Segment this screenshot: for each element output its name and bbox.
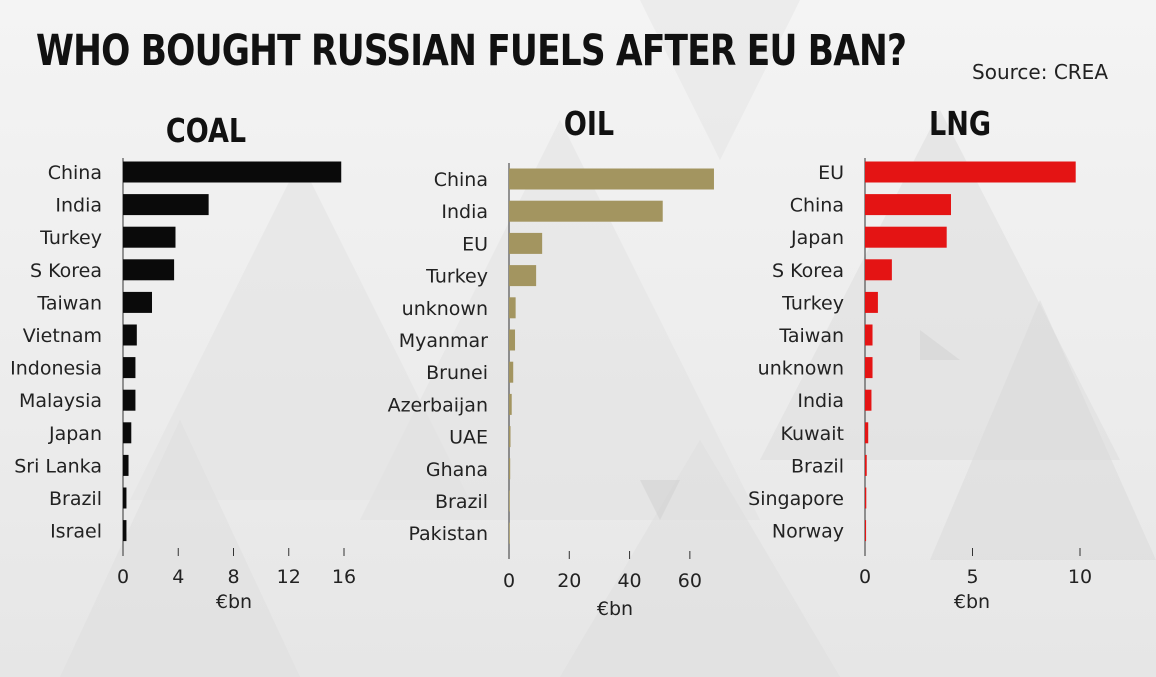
coal-x-axis-label: €bn	[216, 591, 252, 613]
lng-bar-eu	[865, 161, 1076, 183]
lng-bar-taiwan	[865, 324, 873, 346]
oil-bar-myanmar	[509, 329, 516, 351]
lng-bar-china	[865, 194, 951, 216]
oil-category-label: Brunei	[426, 362, 488, 384]
oil-category-label: unknown	[402, 298, 488, 320]
oil-bar-brunei	[509, 361, 514, 383]
oil-category-label: Azerbaijan	[388, 394, 488, 416]
oil-tick-label: 60	[678, 570, 702, 592]
oil-bar-ghana	[509, 458, 511, 480]
oil-category-label: UAE	[449, 427, 488, 449]
coal-bar-brazil	[123, 487, 127, 509]
lng-category-label: EU	[818, 162, 844, 184]
lng-category-label: Kuwait	[781, 423, 844, 445]
oil-chart: OIL China India EU Turkey unknown Myanmar Brune…	[388, 105, 714, 620]
lng-category-label: Norway	[772, 521, 844, 543]
lng-tick-label: 10	[1068, 566, 1092, 588]
oil-category-label: Ghana	[426, 459, 488, 481]
coal-category-label: India	[55, 195, 102, 217]
lng-category-label: Japan	[790, 227, 844, 249]
coal-tick-label: 0	[117, 566, 129, 588]
coal-chart: COAL China India Turkey S Korea Taiwan Vietnam…	[10, 112, 356, 613]
lng-category-label: S Korea	[772, 260, 844, 282]
lng-x-axis-label: €bn	[954, 591, 990, 613]
oil-bar-india	[509, 200, 663, 222]
coal-bar-s-korea	[123, 259, 175, 281]
oil-tick-label: 20	[557, 570, 581, 592]
oil-x-axis-label: €bn	[597, 598, 633, 620]
coal-bar-india	[123, 194, 209, 216]
coal-title: COAL	[166, 112, 246, 150]
oil-category-label: Turkey	[425, 266, 488, 288]
lng-bar-kuwait	[865, 422, 869, 444]
oil-bar-azerbaijan	[509, 393, 512, 415]
lng-category-label: unknown	[758, 358, 844, 380]
coal-bar-japan	[123, 422, 132, 444]
oil-category-label: Myanmar	[399, 330, 488, 352]
page-title: WHO BOUGHT RUSSIAN FUELS AFTER EU BAN?	[36, 26, 907, 76]
lng-category-label: China	[790, 195, 844, 217]
lng-tick-label: 0	[859, 566, 871, 588]
oil-tick-label: 40	[617, 570, 641, 592]
coal-category-label: China	[48, 162, 102, 184]
coal-category-label: Sri Lanka	[14, 455, 102, 477]
coal-category-label: Vietnam	[23, 325, 102, 347]
coal-bar-vietnam	[123, 324, 137, 346]
coal-category-label: Indonesia	[10, 358, 102, 380]
oil-category-label: China	[434, 169, 488, 191]
coal-tick-label: 16	[332, 566, 356, 588]
oil-bar-unknown	[509, 297, 516, 319]
coal-bar-sri-lanka	[123, 454, 129, 476]
lng-category-label: Turkey	[781, 292, 844, 314]
lng-bar-unknown	[865, 357, 873, 379]
lng-chart: LNG EU China Japan S Korea Turkey Taiwan unknow…	[748, 105, 1092, 613]
oil-category-label: India	[441, 201, 488, 223]
lng-bar-brazil	[865, 454, 867, 476]
coal-tick-label: 8	[227, 566, 239, 588]
coal-category-label: Taiwan	[36, 292, 102, 314]
lng-category-label: Brazil	[791, 455, 844, 477]
oil-title: OIL	[564, 105, 614, 143]
oil-bar-pakistan	[509, 522, 510, 544]
source-note: Source: CREA	[972, 60, 1108, 84]
coal-category-label: S Korea	[30, 260, 102, 282]
coal-bar-china	[123, 161, 342, 183]
lng-bar-norway	[865, 520, 867, 542]
lng-bar-india	[865, 389, 872, 411]
oil-bar-uae	[509, 426, 511, 448]
coal-category-label: Israel	[50, 521, 102, 543]
oil-category-label: Pakistan	[408, 523, 488, 545]
oil-bar-turkey	[509, 265, 537, 287]
coal-bar-malaysia	[123, 389, 136, 411]
coal-category-label: Japan	[48, 423, 102, 445]
lng-bar-s-korea	[865, 259, 892, 281]
lng-title: LNG	[929, 105, 991, 143]
lng-category-label: Singapore	[748, 488, 844, 510]
coal-category-label: Brazil	[49, 488, 102, 510]
coal-bar-indonesia	[123, 357, 136, 379]
lng-category-label: India	[797, 390, 844, 412]
oil-tick-label: 0	[503, 570, 515, 592]
oil-bar-china	[509, 168, 714, 190]
coal-bar-turkey	[123, 226, 176, 248]
coal-category-label: Turkey	[39, 227, 102, 249]
coal-bar-israel	[123, 520, 127, 542]
lng-bar-japan	[865, 226, 947, 248]
lng-tick-label: 5	[966, 566, 978, 588]
oil-bar-brazil	[509, 490, 510, 512]
coal-tick-label: 4	[172, 566, 184, 588]
oil-bar-eu	[509, 232, 543, 254]
lng-category-label: Taiwan	[778, 325, 844, 347]
oil-category-label: Brazil	[435, 491, 488, 513]
lng-bar-singapore	[865, 487, 867, 509]
lng-bar-turkey	[865, 291, 878, 313]
coal-category-label: Malaysia	[19, 390, 102, 412]
coal-bar-taiwan	[123, 291, 153, 313]
coal-tick-label: 12	[277, 566, 301, 588]
oil-category-label: EU	[462, 233, 488, 255]
